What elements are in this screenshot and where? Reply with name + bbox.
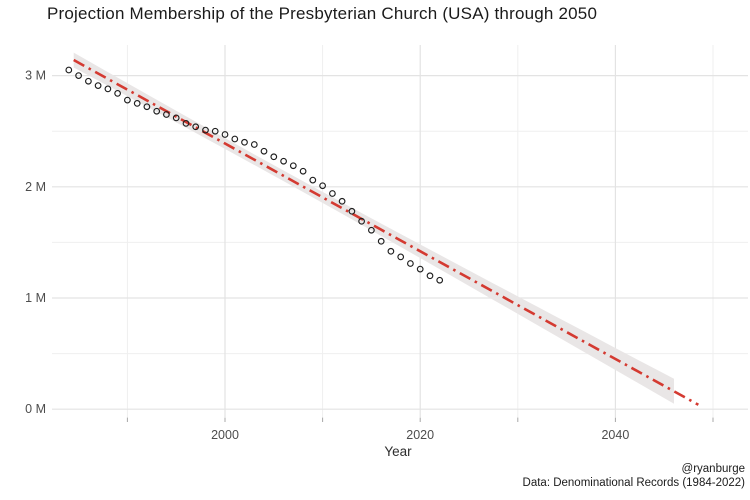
- data-point: [211, 127, 219, 135]
- data-point: [329, 190, 336, 197]
- data-point: [319, 182, 326, 190]
- data-point: [436, 276, 444, 284]
- data-point: [397, 253, 405, 261]
- data-point: [143, 103, 151, 111]
- data-point: [124, 96, 131, 104]
- data-point: [182, 120, 190, 127]
- data-point: [104, 85, 112, 93]
- data-point: [65, 66, 73, 74]
- data-point: [231, 135, 239, 143]
- data-point: [163, 111, 170, 118]
- data-point: [114, 90, 121, 97]
- data-point: [368, 226, 375, 234]
- y-tick-label: 1 M: [25, 291, 46, 305]
- data-point: [280, 157, 287, 165]
- author-handle: @ryanburge: [681, 463, 745, 475]
- y-tick-label: 2 M: [25, 180, 46, 194]
- data-point: [192, 123, 200, 131]
- data-point: [407, 260, 414, 267]
- data-point: [94, 82, 102, 89]
- data-point: [416, 265, 424, 273]
- data-point: [348, 207, 356, 215]
- trend-line: [73, 58, 699, 406]
- chart-title: Projection Membership of the Presbyteria…: [47, 4, 598, 23]
- data-source: Data: Denominational Records (1984-2022): [522, 477, 745, 489]
- x-tick-label: 2040: [601, 428, 629, 442]
- data-point: [426, 272, 434, 280]
- data-point: [221, 131, 229, 138]
- y-tick-label: 0 M: [25, 402, 46, 416]
- data-point: [250, 141, 258, 148]
- data-point: [377, 237, 385, 245]
- chart-caption: @ryanburge Data: Denominational Records …: [523, 462, 745, 490]
- data-point: [289, 162, 297, 170]
- data-point: [153, 107, 161, 115]
- data-point: [338, 197, 346, 205]
- data-point: [387, 247, 395, 255]
- data-point: [75, 72, 82, 79]
- data-point: [85, 77, 92, 85]
- data-point: [241, 138, 248, 146]
- data-point: [358, 217, 365, 225]
- data-point: [270, 153, 278, 161]
- data-point: [260, 147, 268, 155]
- data-point: [133, 100, 141, 107]
- data-point: [172, 114, 180, 122]
- y-tick-label: 3 M: [25, 69, 46, 83]
- data-point: [299, 167, 307, 175]
- data-point: [202, 126, 209, 134]
- x-tick-label: 2020: [406, 428, 434, 442]
- data-point: [309, 176, 317, 184]
- x-axis-title: Year: [384, 444, 412, 459]
- x-tick-label: 2000: [211, 428, 239, 442]
